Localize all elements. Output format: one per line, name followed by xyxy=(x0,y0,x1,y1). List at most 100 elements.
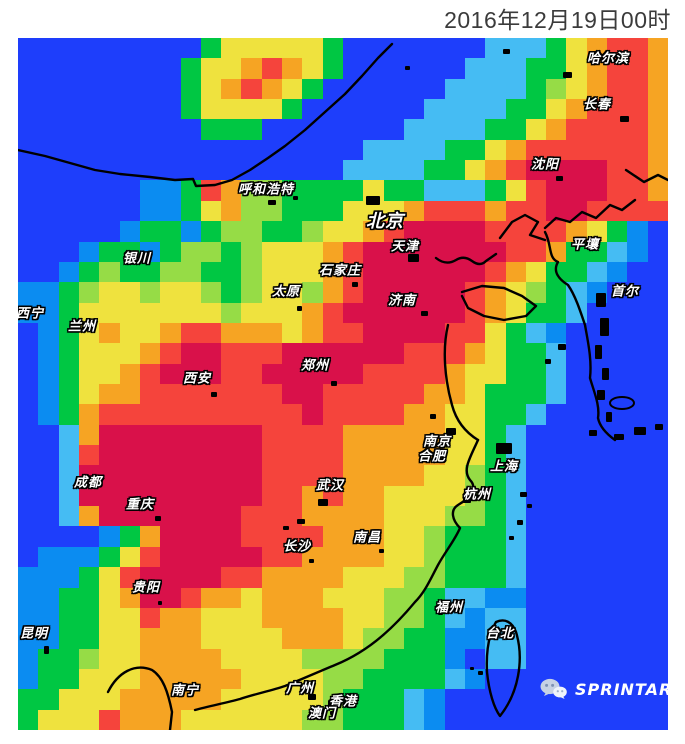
grid-cell xyxy=(627,628,649,650)
grid-cell xyxy=(586,99,608,121)
grid-cell xyxy=(139,546,161,568)
city-label: 济南 xyxy=(387,293,417,309)
grid-cell xyxy=(566,38,588,60)
grid-cell xyxy=(18,668,39,690)
grid-cell xyxy=(586,506,608,528)
city-label: 郑州 xyxy=(300,358,330,374)
grid-cell xyxy=(160,587,182,609)
grid-cell xyxy=(18,506,39,528)
grid-cell xyxy=(627,546,649,568)
grid-cell xyxy=(383,322,405,344)
grid-cell xyxy=(139,322,161,344)
grid-cell xyxy=(99,526,121,548)
grid-cell xyxy=(505,485,527,507)
grid-cell xyxy=(505,180,527,202)
grid-cell xyxy=(444,180,466,202)
grid-cell xyxy=(78,282,100,304)
grid-cell xyxy=(607,526,629,548)
grid-cell xyxy=(38,343,60,365)
city-label: 银川 xyxy=(122,251,152,267)
grid-cell xyxy=(566,139,588,161)
grid-cell xyxy=(58,302,80,324)
grid-cell xyxy=(566,160,588,182)
grid-cell xyxy=(160,465,182,487)
grid-cell xyxy=(485,465,507,487)
grid-cell xyxy=(627,587,649,609)
grid-cell xyxy=(383,261,405,283)
grid-cell xyxy=(505,58,527,80)
grid-cell xyxy=(546,485,568,507)
grid-cell xyxy=(403,282,425,304)
grid-cell xyxy=(282,384,304,406)
grid-cell xyxy=(160,506,182,528)
grid-cell xyxy=(343,404,364,426)
grid-cell xyxy=(485,38,507,60)
grid-cell xyxy=(160,648,182,670)
grid-cell xyxy=(160,567,182,589)
grid-cell xyxy=(607,567,629,589)
grid-cell xyxy=(525,607,547,629)
grid-cell xyxy=(99,221,121,243)
grid-cell xyxy=(525,587,547,609)
grid-cell xyxy=(241,200,263,222)
grid-cell xyxy=(566,506,588,528)
grid-cell xyxy=(18,282,39,304)
grid-cell xyxy=(627,282,649,304)
grid-cell xyxy=(38,546,60,568)
grid-cell xyxy=(525,506,547,528)
grid-cell xyxy=(403,363,425,385)
grid-cell xyxy=(18,445,39,467)
grid-cell xyxy=(363,363,385,385)
grid-cell xyxy=(343,221,364,243)
grid-cell xyxy=(627,506,649,528)
grid-cell xyxy=(221,241,243,263)
grid-cell xyxy=(18,689,39,711)
grid-cell xyxy=(58,384,80,406)
grid-cell xyxy=(343,261,364,283)
grid-cell xyxy=(139,628,161,650)
grid-cell xyxy=(546,160,568,182)
grid-cell xyxy=(38,668,60,690)
city-label: 石家庄 xyxy=(318,263,362,279)
grid-cell xyxy=(58,221,80,243)
grid-cell xyxy=(18,587,39,609)
grid-cell xyxy=(119,546,141,568)
grid-cell xyxy=(261,261,283,283)
grid-cell xyxy=(282,221,304,243)
grid-cell xyxy=(99,302,121,324)
grid-cell xyxy=(200,322,222,344)
grid-cell xyxy=(343,282,364,304)
grid-cell xyxy=(647,485,668,507)
grid-cell xyxy=(78,648,100,670)
grid-cell xyxy=(200,241,222,263)
grid-cell xyxy=(160,322,182,344)
grid-cell xyxy=(424,58,446,80)
grid-cell xyxy=(200,302,222,324)
grid-cell xyxy=(424,221,446,243)
grid-cell xyxy=(241,261,263,283)
grid-cell xyxy=(18,607,39,629)
grid-cell xyxy=(566,587,588,609)
grid-cell xyxy=(119,282,141,304)
grid-cell xyxy=(322,261,344,283)
grid-cell xyxy=(241,241,263,263)
city-label: 沈阳 xyxy=(530,157,560,173)
grid-cell xyxy=(78,465,100,487)
grid-cell xyxy=(99,261,121,283)
grid-cell xyxy=(464,180,486,202)
grid-cell xyxy=(58,526,80,548)
grid-cell xyxy=(566,668,588,690)
grid-cell xyxy=(282,343,304,365)
grid-cell xyxy=(363,343,385,365)
grid-cell xyxy=(383,404,405,426)
grid-cell xyxy=(424,282,446,304)
grid-cell xyxy=(302,221,324,243)
grid-cell xyxy=(363,302,385,324)
grid-cell xyxy=(119,221,141,243)
grid-cell xyxy=(525,526,547,548)
grid-cell xyxy=(322,241,344,263)
grid-cell xyxy=(38,607,60,629)
city-label: 昆明 xyxy=(19,626,49,642)
grid-cell xyxy=(322,404,344,426)
grid-cell xyxy=(38,302,60,324)
